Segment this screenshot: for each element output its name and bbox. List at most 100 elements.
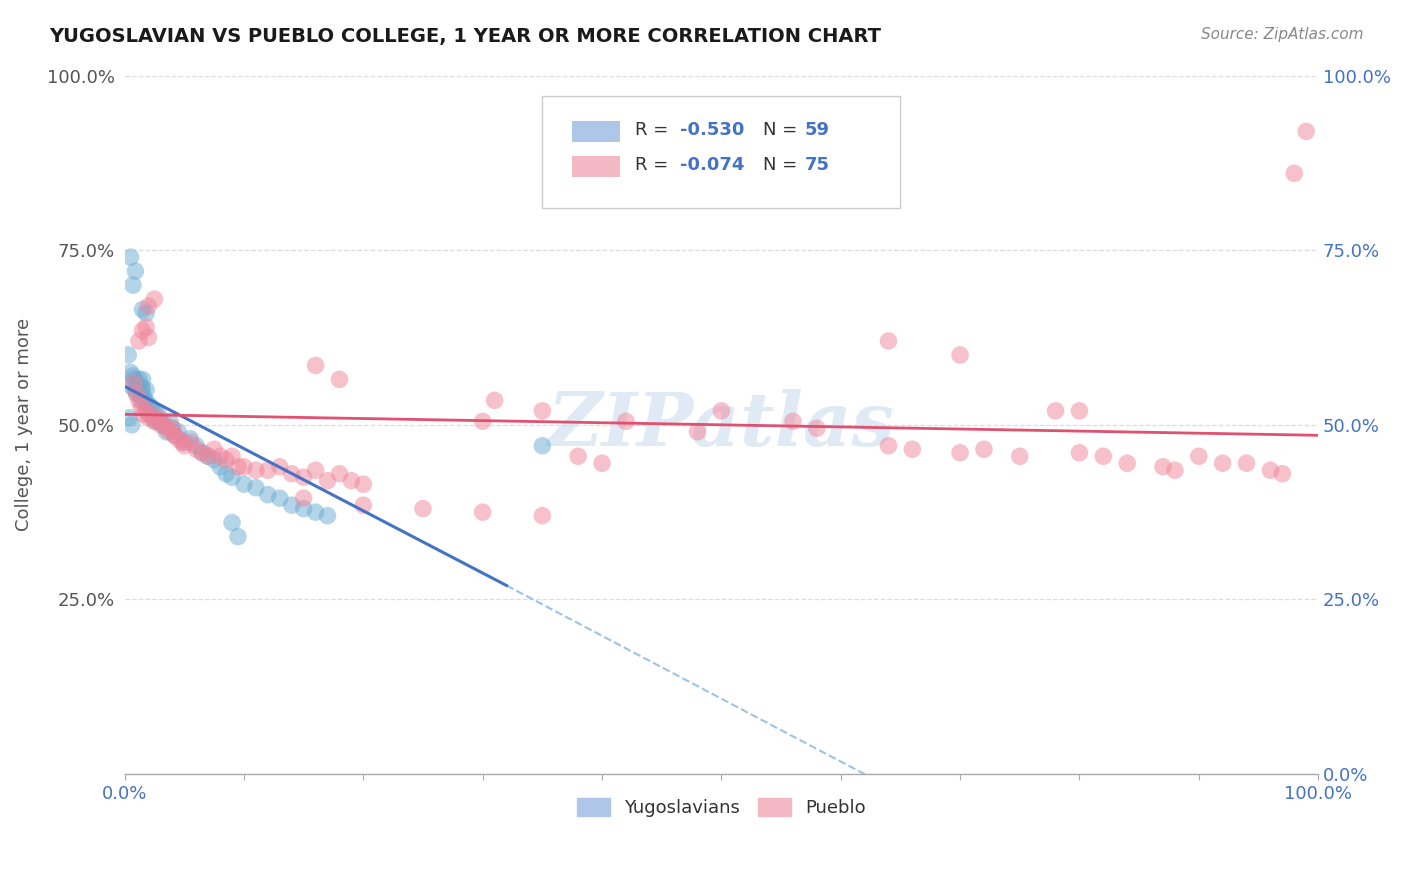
Text: Source: ZipAtlas.com: Source: ZipAtlas.com bbox=[1201, 27, 1364, 42]
Point bbox=[138, 299, 160, 313]
Point bbox=[567, 450, 589, 464]
FancyBboxPatch shape bbox=[543, 96, 900, 208]
Point bbox=[131, 372, 153, 386]
Point bbox=[122, 278, 145, 293]
Point bbox=[328, 372, 350, 386]
Point bbox=[1260, 463, 1282, 477]
Point bbox=[121, 379, 143, 393]
Point bbox=[136, 404, 159, 418]
Point bbox=[531, 439, 554, 453]
Point bbox=[127, 379, 149, 393]
Point bbox=[138, 410, 160, 425]
Point bbox=[245, 481, 267, 495]
Point bbox=[256, 463, 278, 477]
Y-axis label: College, 1 year or more: College, 1 year or more bbox=[15, 318, 32, 532]
Point bbox=[1116, 456, 1139, 470]
Point bbox=[131, 383, 153, 397]
Point bbox=[143, 292, 166, 306]
Point bbox=[1284, 166, 1306, 180]
Point bbox=[146, 408, 169, 422]
Point bbox=[280, 498, 302, 512]
Point bbox=[132, 390, 155, 404]
Point bbox=[125, 376, 148, 390]
Point bbox=[484, 393, 506, 408]
Point bbox=[122, 372, 145, 386]
Text: N =: N = bbox=[763, 121, 803, 139]
Point bbox=[316, 474, 339, 488]
Point bbox=[143, 404, 166, 418]
Point bbox=[167, 425, 190, 439]
Point bbox=[122, 368, 145, 383]
Point bbox=[1212, 456, 1234, 470]
Text: -0.074: -0.074 bbox=[679, 156, 744, 174]
Point bbox=[256, 488, 278, 502]
Point bbox=[1295, 124, 1317, 138]
Point bbox=[233, 459, 256, 474]
Point bbox=[131, 393, 153, 408]
Text: N =: N = bbox=[763, 156, 803, 174]
Point bbox=[471, 414, 494, 428]
Point bbox=[162, 421, 184, 435]
Point bbox=[135, 320, 157, 334]
Point bbox=[145, 414, 167, 428]
Point bbox=[135, 306, 157, 320]
Legend: Yugoslavians, Pueblo: Yugoslavians, Pueblo bbox=[569, 790, 873, 824]
Point bbox=[155, 425, 177, 439]
Point bbox=[173, 435, 195, 450]
Point bbox=[132, 408, 155, 422]
Point bbox=[209, 450, 232, 464]
Point bbox=[152, 414, 174, 428]
Point bbox=[269, 491, 291, 505]
Point bbox=[142, 410, 165, 425]
Point bbox=[159, 425, 181, 439]
Point bbox=[162, 421, 184, 435]
Point bbox=[531, 508, 554, 523]
Point bbox=[292, 491, 315, 505]
Point bbox=[131, 302, 153, 317]
Point bbox=[139, 408, 162, 422]
Point bbox=[197, 450, 219, 464]
Point bbox=[128, 393, 150, 408]
Point bbox=[135, 404, 157, 418]
Point bbox=[614, 414, 637, 428]
Point bbox=[121, 417, 143, 432]
Point bbox=[949, 446, 972, 460]
Point bbox=[412, 501, 434, 516]
Point bbox=[1152, 459, 1174, 474]
Point bbox=[710, 404, 733, 418]
Point bbox=[1271, 467, 1294, 481]
Point bbox=[782, 414, 804, 428]
Point bbox=[877, 334, 900, 348]
Point bbox=[179, 435, 201, 450]
Point bbox=[159, 414, 181, 428]
Point bbox=[117, 348, 139, 362]
Point bbox=[149, 414, 172, 428]
Point bbox=[901, 442, 924, 457]
Point bbox=[1069, 446, 1091, 460]
Point bbox=[135, 383, 157, 397]
Point bbox=[316, 508, 339, 523]
Point bbox=[233, 477, 256, 491]
Point bbox=[686, 425, 709, 439]
Point bbox=[128, 334, 150, 348]
Text: R =: R = bbox=[636, 156, 675, 174]
Point bbox=[215, 467, 238, 481]
Point bbox=[292, 501, 315, 516]
Point bbox=[221, 516, 243, 530]
Point bbox=[280, 467, 302, 481]
Point bbox=[292, 470, 315, 484]
Point bbox=[131, 379, 153, 393]
Bar bbox=[572, 156, 620, 177]
Text: 59: 59 bbox=[804, 121, 830, 139]
Point bbox=[152, 417, 174, 432]
Point bbox=[949, 348, 972, 362]
Point bbox=[1045, 404, 1067, 418]
Text: R =: R = bbox=[636, 121, 675, 139]
Point bbox=[163, 428, 186, 442]
Point bbox=[471, 505, 494, 519]
Point bbox=[245, 463, 267, 477]
Point bbox=[1069, 404, 1091, 418]
Point bbox=[170, 435, 193, 450]
Point bbox=[120, 366, 142, 380]
Point bbox=[352, 498, 374, 512]
